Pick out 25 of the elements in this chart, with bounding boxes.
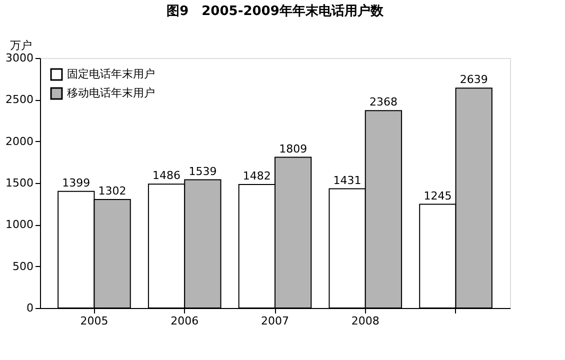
- legend-label: 固定电话年末用户: [67, 68, 155, 80]
- y-tick-label: 500: [12, 260, 34, 273]
- y-axis-title: 万户: [10, 39, 32, 52]
- data-label: 1431: [333, 174, 362, 187]
- x-tick-label: 2005: [80, 314, 108, 328]
- y-tick-label: 1000: [6, 218, 34, 232]
- data-label: 1302: [98, 184, 126, 198]
- y-tick-label: 0: [26, 302, 34, 314]
- chart-title: 图9 2005-2009年年末电话用户数: [166, 3, 384, 19]
- x-tick-label: 2006: [170, 314, 199, 328]
- x-tick-label: 2007: [261, 314, 289, 328]
- data-label: 1245: [424, 189, 452, 202]
- data-label: 2368: [369, 96, 398, 109]
- y-tick-label: 2000: [6, 134, 34, 148]
- y-tick-label: 2500: [6, 93, 34, 106]
- legend-label: 移动电话年末用户: [67, 86, 155, 100]
- x-tick-label: 2008: [351, 314, 380, 328]
- data-label: 1399: [62, 176, 90, 190]
- data-label: 1539: [188, 164, 217, 178]
- data-label: 1486: [152, 169, 181, 182]
- y-tick-label: 1500: [6, 176, 34, 190]
- data-label: 1482: [242, 170, 271, 182]
- data-label: 1809: [279, 142, 308, 156]
- y-tick-label: 3000: [6, 52, 34, 64]
- data-label: 2639: [460, 73, 488, 86]
